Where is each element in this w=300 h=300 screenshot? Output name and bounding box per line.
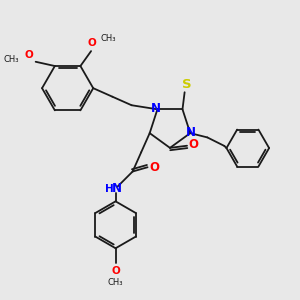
Text: N: N bbox=[152, 102, 161, 115]
Text: S: S bbox=[182, 78, 192, 91]
Text: O: O bbox=[88, 38, 97, 48]
Text: O: O bbox=[25, 50, 34, 60]
Text: N: N bbox=[112, 182, 122, 195]
Text: O: O bbox=[149, 161, 159, 174]
Text: CH₃: CH₃ bbox=[101, 34, 116, 43]
Text: CH₃: CH₃ bbox=[108, 278, 123, 287]
Text: N: N bbox=[186, 126, 196, 139]
Text: CH₃: CH₃ bbox=[3, 55, 19, 64]
Text: O: O bbox=[188, 138, 198, 151]
Text: O: O bbox=[111, 266, 120, 276]
Text: H: H bbox=[105, 184, 114, 194]
